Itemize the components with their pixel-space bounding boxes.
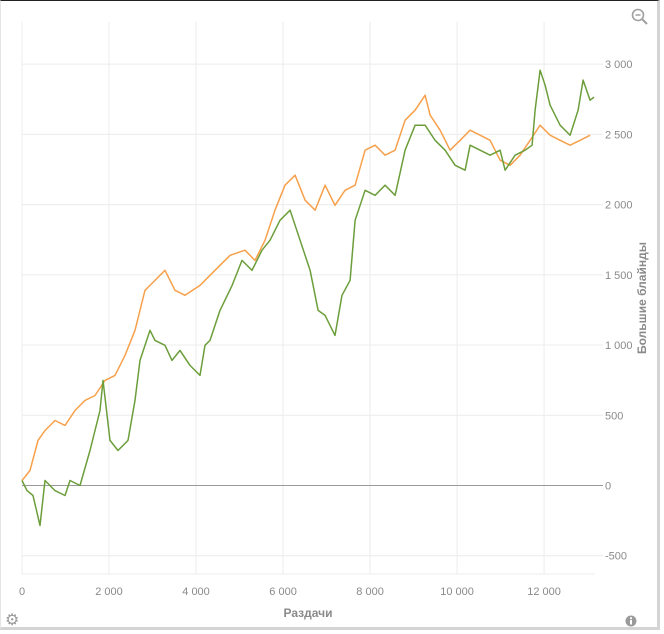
y-tick-label: 0 xyxy=(605,481,611,493)
y-tick-label: -500 xyxy=(605,551,627,563)
y-tick-label: 2 500 xyxy=(605,129,633,141)
y-tick-label: 1 500 xyxy=(605,270,633,282)
y-tick-label: 2 000 xyxy=(605,200,633,212)
x-tick-label: 8 000 xyxy=(356,586,384,598)
x-tick-label: 4 000 xyxy=(182,586,210,598)
y-tick-label: 500 xyxy=(605,410,623,422)
y-tick-label: 1 000 xyxy=(605,340,633,352)
x-tick-label: 6 000 xyxy=(269,586,297,598)
series-line-orange xyxy=(21,94,591,481)
series-line-green xyxy=(21,69,595,527)
x-tick-label: 12 000 xyxy=(527,586,561,598)
x-tick-label: 10 000 xyxy=(440,586,474,598)
x-axis-title: Раздачи xyxy=(284,606,333,620)
zoom-out-icon[interactable] xyxy=(631,8,649,31)
gear-icon[interactable]: ⚙ xyxy=(5,612,20,629)
y-tick-label: 3 000 xyxy=(605,59,633,71)
grid xyxy=(21,22,603,575)
x-tick-label: 2 000 xyxy=(95,586,123,598)
x-tick-label: 0 xyxy=(19,586,25,598)
info-icon[interactable] xyxy=(625,614,637,632)
y-axis-title: Большие блайнды xyxy=(635,242,649,354)
